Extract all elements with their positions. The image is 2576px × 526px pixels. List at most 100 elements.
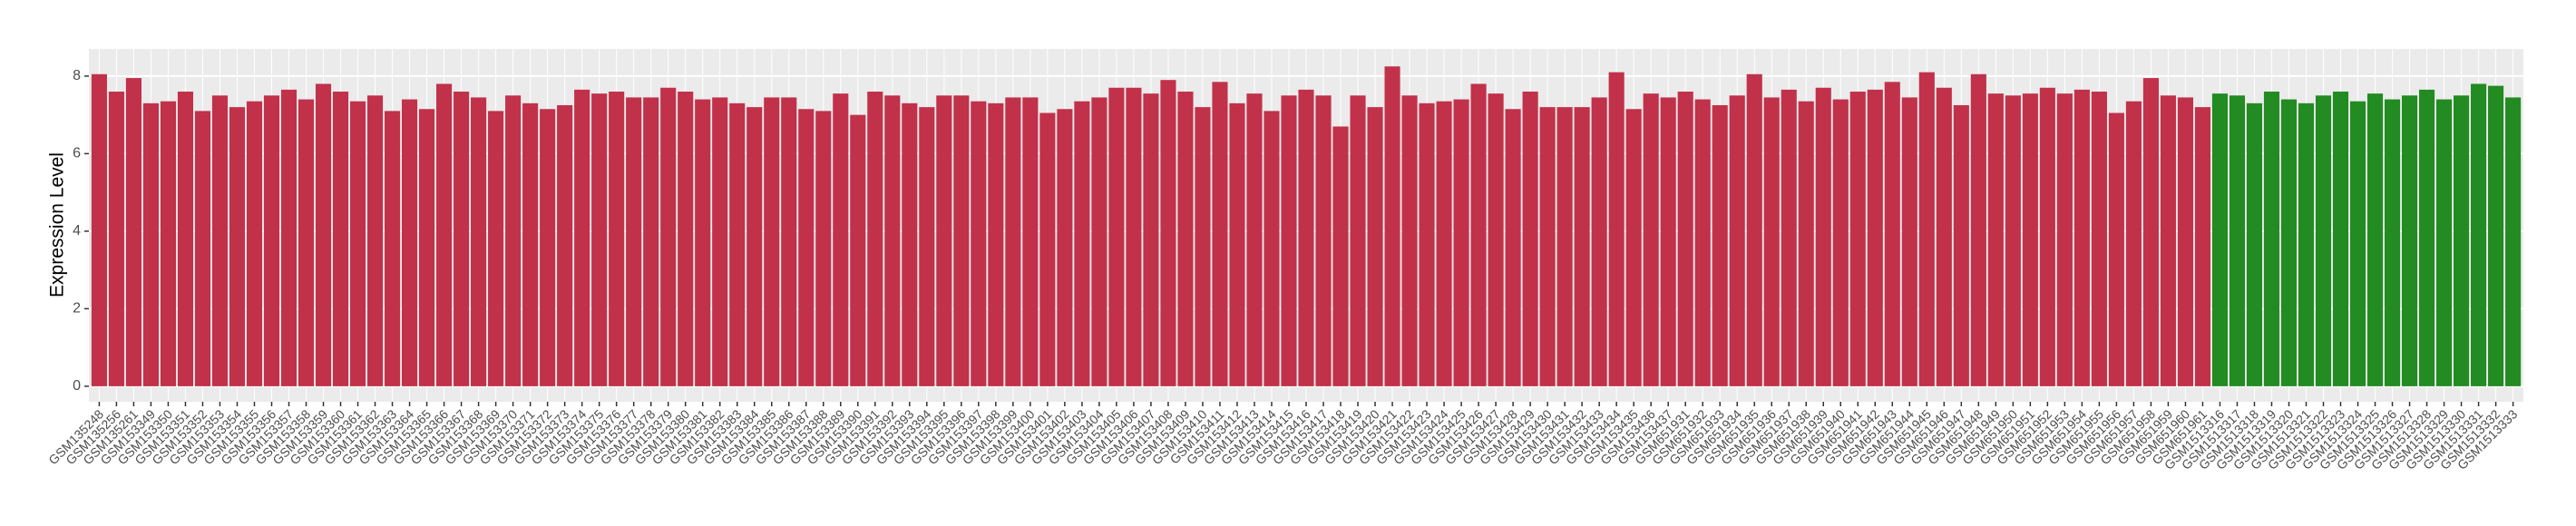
bar [919, 107, 935, 386]
bar [194, 111, 211, 386]
bar [1074, 101, 1090, 386]
bar [609, 92, 625, 386]
bar [2056, 93, 2073, 386]
bar [850, 114, 866, 386]
bar [1970, 73, 1986, 386]
bar [1677, 92, 1693, 386]
bar [902, 102, 918, 386]
bar [454, 92, 470, 386]
bar [522, 102, 539, 386]
bar [971, 101, 987, 386]
y-tick-label: 8 [73, 68, 81, 83]
bar [1367, 107, 1383, 386]
bar [298, 99, 315, 386]
bar [1436, 101, 1452, 386]
bar [833, 93, 849, 386]
bar [1350, 95, 1366, 386]
bar [1298, 89, 1314, 386]
bar [1453, 99, 1469, 386]
bar [471, 97, 487, 386]
bar [160, 101, 176, 386]
bar [626, 97, 642, 386]
bar [1987, 93, 2004, 386]
bar [557, 104, 573, 386]
bar [2366, 93, 2384, 386]
bar [211, 95, 229, 386]
bar [1798, 101, 1814, 386]
bar [2332, 92, 2349, 386]
y-axis-title: Expression Level [47, 152, 68, 297]
bar [1022, 97, 1039, 386]
bar [2401, 95, 2418, 386]
bar [1884, 82, 1900, 386]
y-tick-label: 0 [73, 378, 81, 394]
y-tick-label: 6 [73, 146, 81, 161]
bar [505, 95, 522, 386]
bar [1556, 107, 1573, 386]
bar [1539, 107, 1556, 386]
bar [2091, 92, 2107, 386]
bar [1470, 83, 1487, 386]
bar [1488, 93, 1504, 386]
bar [1315, 95, 1332, 386]
bar [574, 89, 590, 386]
bar [2298, 102, 2315, 386]
bar [1264, 111, 1280, 386]
bar [2160, 95, 2176, 386]
bar [1212, 82, 1228, 386]
y-tick-label: 4 [73, 223, 81, 239]
bar [988, 102, 1004, 386]
bar [1832, 99, 1849, 386]
bar [1643, 93, 1659, 386]
bar [1419, 102, 1435, 386]
bar [1401, 95, 1418, 386]
bar [1229, 102, 1245, 386]
bar [142, 102, 159, 386]
bar [2125, 101, 2142, 386]
bar [108, 92, 124, 386]
bar [384, 111, 401, 386]
bar [1195, 107, 1211, 386]
bar [1246, 93, 1263, 386]
bar [936, 95, 952, 386]
bar [1005, 97, 1021, 386]
bar [1591, 97, 1607, 386]
y-tick-label: 2 [73, 301, 81, 317]
bar [1384, 66, 1400, 386]
bar [1126, 87, 1142, 386]
bar [729, 102, 746, 386]
bar [2211, 93, 2229, 386]
bar [2454, 95, 2470, 386]
bar [1953, 104, 1969, 386]
bar [2488, 85, 2504, 386]
bar [2280, 99, 2298, 386]
bar [695, 99, 711, 386]
bar [2005, 95, 2021, 386]
bar [1608, 72, 1625, 386]
bar [2505, 97, 2522, 386]
bar [815, 111, 832, 386]
bar [436, 83, 453, 386]
bar [1867, 89, 1883, 386]
bar [1505, 109, 1521, 386]
bar [2229, 95, 2246, 386]
bar [2073, 89, 2090, 386]
bar [1901, 97, 1917, 386]
bar [643, 97, 659, 386]
bar [2177, 97, 2193, 386]
bar [366, 95, 384, 386]
bar [1091, 97, 1107, 386]
bar [2436, 99, 2453, 386]
bar [1281, 95, 1297, 386]
bar [1039, 112, 1056, 386]
bar [1781, 89, 1797, 386]
bar [2246, 102, 2263, 386]
bar [764, 97, 780, 386]
bar [229, 107, 246, 386]
bar [746, 107, 763, 386]
bar [125, 78, 141, 386]
bar [712, 97, 728, 386]
bar [798, 109, 815, 386]
bar [1694, 99, 1711, 386]
